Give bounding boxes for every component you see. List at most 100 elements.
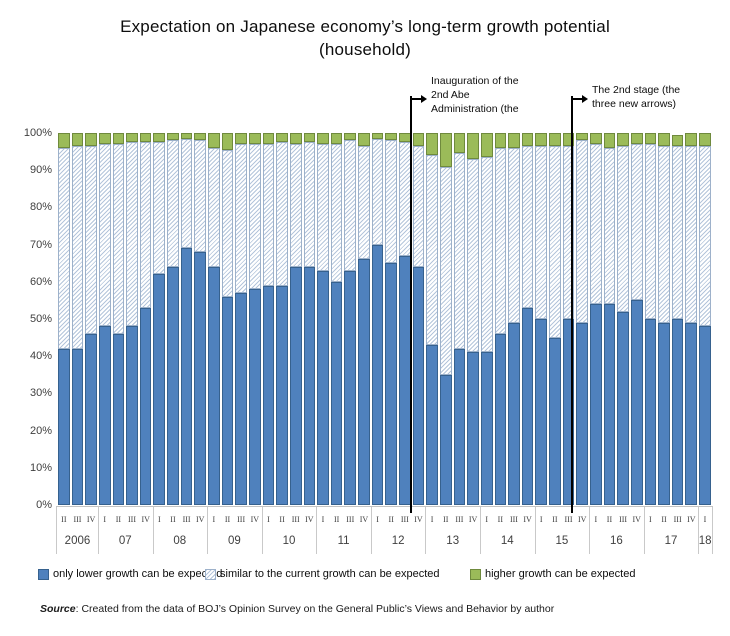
x-tick-quarter-label: I (594, 515, 598, 524)
x-axis-year-labels: 2006 07 08 09 10 11 12 13 14 15 16 17 18 (57, 530, 712, 554)
bar-segment-similar-growth (508, 147, 520, 323)
y-tick-label: 40% (29, 350, 52, 363)
bar-segment-similar-growth (289, 144, 302, 267)
bar-segment-higher-growth (303, 133, 316, 143)
bar-segment-lower-growth (699, 326, 711, 505)
bar-segment-lower-growth (644, 319, 657, 505)
x-tick-quarter-label: III (673, 515, 682, 524)
stacked-bar (549, 133, 561, 505)
bar-segment-higher-growth (344, 133, 357, 141)
bar-segment-similar-growth (262, 144, 275, 286)
bar-segment-similar-growth (221, 149, 234, 297)
bar-segment-similar-growth (480, 157, 493, 353)
bar-segment-lower-growth (139, 307, 152, 505)
stacked-bar (58, 133, 70, 505)
stacked-bar (439, 133, 452, 505)
year-group-separator (535, 507, 536, 554)
bar-segment-similar-growth (685, 146, 698, 323)
x-tick-year-label: 14 (500, 535, 514, 547)
bar-segment-higher-growth (71, 133, 84, 147)
bar-segment-higher-growth (248, 133, 261, 145)
bar-segment-lower-growth (589, 304, 602, 505)
x-tick-quarter-label: II (497, 515, 503, 524)
x-tick-quarter-label: III (619, 515, 628, 524)
stacked-bar (235, 133, 247, 505)
bar-segment-similar-growth (71, 146, 84, 349)
bar-segment-similar-growth (126, 142, 138, 327)
bar-segment-lower-growth (549, 337, 561, 505)
legend-label-higher-growth: higher growth can be expected (485, 568, 636, 580)
x-axis-line (56, 506, 713, 507)
stacked-bar (562, 133, 575, 505)
bar-segment-lower-growth (180, 248, 193, 505)
stacked-bar (630, 133, 643, 505)
bar-segment-similar-growth (603, 147, 616, 305)
x-tick-quarter-label: IV (196, 515, 205, 524)
bar-segment-lower-growth (208, 266, 220, 505)
bar-segment-lower-growth (658, 322, 670, 505)
x-tick-quarter-label: II (606, 515, 613, 524)
bar-segment-similar-growth (194, 140, 207, 253)
stacked-bar (453, 133, 466, 505)
stacked-bar (330, 133, 343, 505)
x-tick-quarter-label: III (564, 515, 573, 524)
bar-segment-higher-growth (426, 133, 438, 156)
x-tick-quarter-label: I (430, 515, 434, 524)
x-tick-year-label: 2006 (64, 535, 91, 547)
y-tick-label: 0% (36, 499, 52, 511)
bar-segment-lower-growth (630, 300, 643, 505)
bar-segment-higher-growth (671, 134, 684, 147)
chart-title: Expectation on Japanese economy’s long-t… (0, 16, 730, 62)
bar-segment-higher-growth (439, 133, 452, 167)
bar-segment-higher-growth (385, 133, 398, 141)
bar-segment-lower-growth (58, 348, 70, 505)
annotation-text-second-stage: The 2nd stage (the three new arrows) (592, 84, 717, 112)
x-tick-quarter-label: IV (577, 515, 587, 524)
bar-segment-similar-growth (535, 146, 548, 319)
source-note: Source: Created from the data of BOJ’s O… (40, 603, 690, 615)
chart-title-line1: Expectation on Japanese economy’s long-t… (120, 17, 610, 36)
x-tick-year-label: 17 (664, 535, 678, 547)
bar-segment-similar-growth (153, 142, 166, 275)
bar-segment-higher-growth (139, 133, 152, 143)
bar-segment-similar-growth (344, 140, 357, 271)
bar-segment-lower-growth (494, 333, 507, 505)
stacked-bar (85, 133, 97, 505)
x-axis-quarter-labels: II III IV I II III IV I II III IV I II III IV I II III IV I… (57, 512, 712, 528)
x-tick-quarter-label: II (552, 515, 558, 524)
bar-segment-similar-growth (139, 142, 152, 308)
bar-segment-higher-growth (412, 133, 425, 147)
annotation-arrowhead-second-stage (582, 95, 588, 103)
stacked-bar (480, 133, 493, 505)
stacked-bar (71, 133, 84, 505)
stacked-bar (317, 133, 329, 505)
bar-segment-similar-growth (467, 159, 479, 353)
bar-segment-similar-growth (98, 144, 111, 327)
bar-segment-lower-growth (344, 270, 357, 505)
bar-segment-higher-growth (494, 133, 507, 148)
bar-segment-lower-growth (439, 374, 452, 505)
x-tick-year-label: 13 (446, 535, 460, 547)
x-tick-quarter-label: IV (86, 515, 96, 524)
bar-segment-lower-growth (358, 259, 370, 505)
bar-segment-lower-growth (289, 266, 302, 505)
bar-segment-similar-growth (235, 144, 247, 293)
bar-segment-lower-growth (167, 266, 179, 505)
x-tick-quarter-label: II (661, 515, 667, 524)
bar-segment-higher-growth (467, 133, 479, 160)
bar-segment-similar-growth (521, 146, 534, 308)
bar-segment-lower-growth (535, 319, 548, 505)
bar-segment-similar-growth (248, 144, 261, 290)
annotation-line-second-stage (571, 96, 573, 513)
bar-segment-higher-growth (235, 133, 247, 145)
x-tick-quarter-label: I (212, 515, 216, 524)
bar-segment-similar-growth (371, 138, 384, 245)
stacked-bar (289, 133, 302, 505)
bar-segment-lower-growth (480, 352, 493, 505)
annotation-line-abe (410, 96, 412, 513)
annotation-text-abe: Inauguration of the 2nd Abe Administration… (431, 75, 549, 117)
x-tick-quarter-label: III (291, 515, 300, 524)
bar-segment-similar-growth (358, 146, 370, 260)
bar-segment-lower-growth (330, 281, 343, 505)
x-tick-quarter-label: II (170, 515, 176, 524)
